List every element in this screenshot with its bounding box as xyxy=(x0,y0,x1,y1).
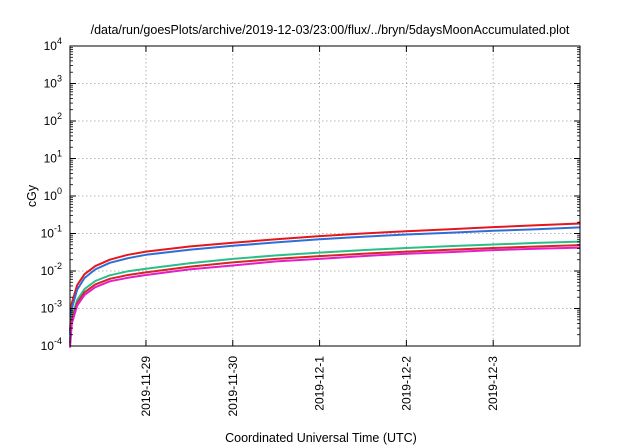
series-layer xyxy=(69,222,581,348)
y-tick-label: 101 xyxy=(44,149,62,166)
series-line-5 xyxy=(69,246,581,348)
x-axis-label: Coordinated Universal Time (UTC) xyxy=(225,431,417,445)
y-tick-label: 102 xyxy=(44,111,62,128)
y-tick-label: 10-4 xyxy=(41,336,62,353)
y-tick-label: 10-3 xyxy=(41,299,62,316)
y-tick-label: 100 xyxy=(44,186,62,203)
series-line-1 xyxy=(69,222,581,332)
x-tick-label: 2019-12-1 xyxy=(313,356,327,411)
y-tick-label: 10-1 xyxy=(41,224,62,241)
series-line-4 xyxy=(69,244,581,344)
x-tick-label: 2019-11-29 xyxy=(139,356,153,417)
y-tick-label: 10-2 xyxy=(41,261,62,278)
x-tick-label: 2019-12-3 xyxy=(486,356,500,411)
x-tick-label: 2019-11-30 xyxy=(226,356,240,417)
chart-title: /data/run/goesPlots/archive/2019-12-03/2… xyxy=(91,23,570,37)
y-tick-label: 104 xyxy=(44,36,62,53)
y-axis-label: cGy xyxy=(25,184,39,207)
grid xyxy=(70,46,580,346)
series-line-2 xyxy=(69,226,581,335)
y-tick-label: 103 xyxy=(44,74,62,91)
series-line-3 xyxy=(69,240,581,340)
x-tick-label: 2019-12-2 xyxy=(399,356,413,411)
ticks: 10-4 10-3 10-2 10-1 100 101 102 103 104 2019-11-2… xyxy=(41,36,580,417)
